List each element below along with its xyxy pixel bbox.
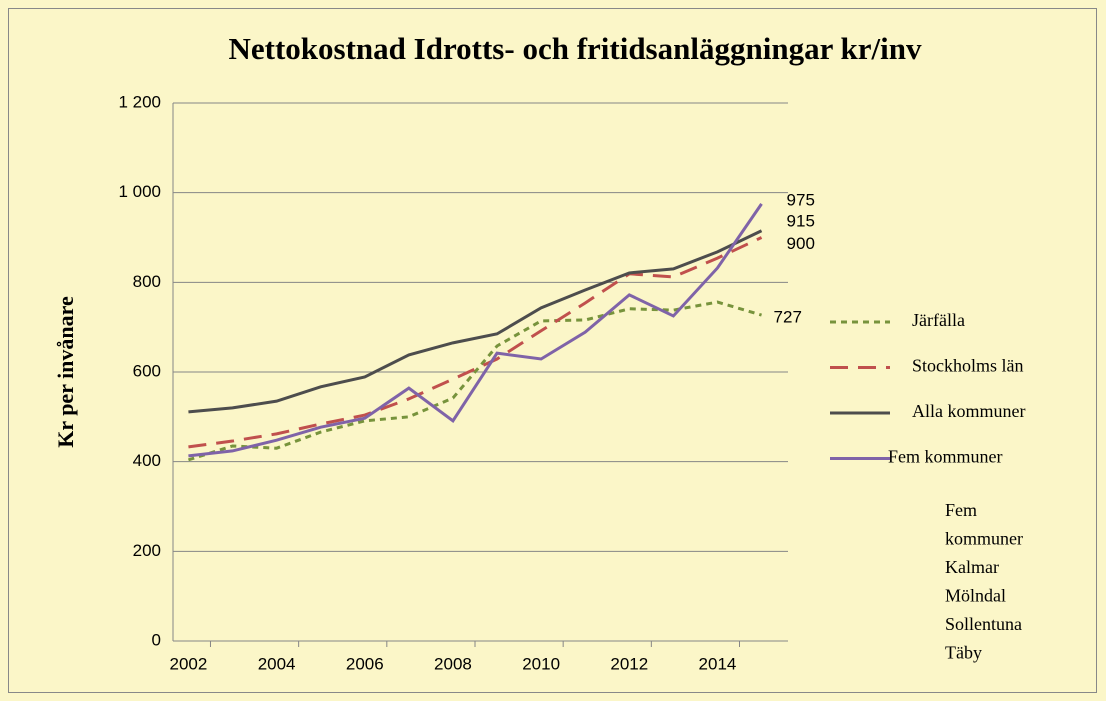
end-value-label: 727 (774, 308, 802, 327)
annotation-line: Kalmar (945, 557, 999, 577)
series-line (188, 203, 763, 458)
x-tick-label: 2004 (258, 654, 296, 673)
legend-label: Järfälla (912, 310, 965, 330)
annotation-line: Fem (945, 500, 977, 520)
chart-border (8, 8, 1097, 693)
annotation-line: Täby (945, 643, 982, 663)
x-tick-label: 2002 (170, 654, 208, 673)
x-tick-label: 2006 (346, 654, 384, 673)
y-tick-label: 800 (133, 272, 161, 291)
y-axis-label: Kr per invånare (53, 296, 78, 448)
y-tick-label: 600 (133, 361, 161, 380)
annotation-line: Sollentuna (945, 614, 1022, 634)
annotation-line: Mölndal (945, 586, 1006, 606)
legend-label: Alla kommuner (912, 401, 1025, 421)
x-tick-label: 2014 (699, 654, 737, 673)
end-value-label: 915 (787, 211, 815, 230)
chart-title: Nettokostnad Idrotts- och fritidsanläggn… (229, 31, 922, 66)
y-tick-label: 1 000 (118, 182, 161, 201)
series-line (188, 236, 763, 449)
series-line (188, 229, 763, 414)
y-tick-label: 1 200 (118, 92, 161, 111)
legend-label: Fem kommuner (888, 447, 1003, 467)
y-tick-label: 0 (152, 630, 161, 649)
legend-label: Stockholms län (912, 356, 1024, 376)
y-tick-label: 200 (133, 541, 161, 560)
y-tick-label: 400 (133, 451, 161, 470)
x-tick-label: 2012 (610, 654, 648, 673)
annotation-line: kommuner (945, 529, 1023, 549)
x-tick-label: 2008 (434, 654, 472, 673)
x-tick-label: 2010 (522, 654, 560, 673)
series-line (187, 300, 762, 462)
end-value-label: 900 (787, 234, 815, 253)
end-value-label: 975 (787, 190, 815, 209)
